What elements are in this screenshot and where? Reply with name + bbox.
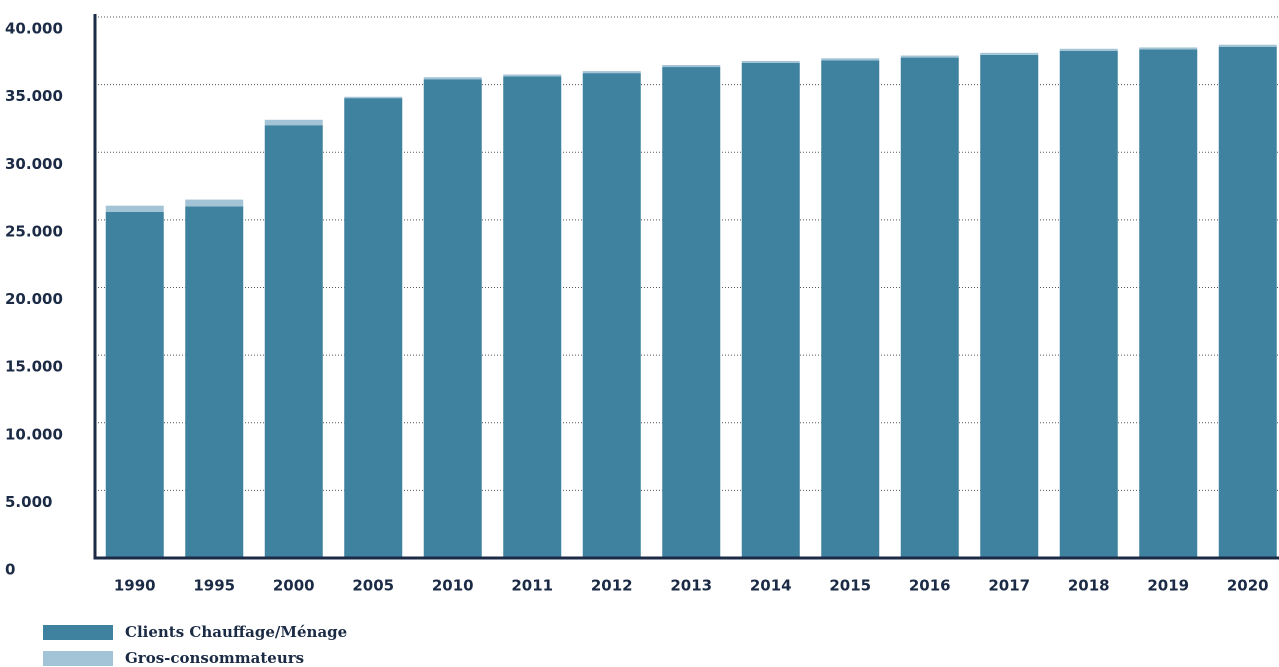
bar-segment (344, 98, 403, 559)
y-tick-label: 20.000 (5, 290, 63, 308)
bar-segment (900, 55, 959, 58)
y-tick-label: 40.000 (5, 20, 63, 38)
x-tick-label: 2020 (1227, 577, 1269, 595)
x-tick-label: 2005 (352, 577, 394, 595)
x-tick-label: 2000 (273, 577, 315, 595)
bar-segment (582, 71, 641, 74)
bar-segment (900, 57, 959, 558)
bar-segment (503, 74, 562, 77)
bar-segment (821, 60, 880, 558)
x-tick-label: 2015 (829, 577, 871, 595)
bar-segment (423, 79, 482, 558)
bar-segment (264, 125, 323, 558)
bar-segment (503, 76, 562, 558)
y-tick-label: 25.000 (5, 222, 63, 240)
bar-segment (1139, 47, 1198, 50)
bar-segment (980, 54, 1039, 559)
x-tick-label: 2016 (909, 577, 951, 595)
bar-segment (582, 73, 641, 558)
x-tick-label: 2019 (1147, 577, 1189, 595)
legend-swatch (43, 625, 113, 640)
x-tick-label: 1990 (114, 577, 156, 595)
y-tick-label: 10.000 (5, 425, 63, 443)
x-tick-label: 2010 (432, 577, 474, 595)
bar-segment (741, 60, 800, 63)
bar-segment (1218, 44, 1277, 47)
x-tick-label: 1995 (193, 577, 235, 595)
y-tick-label: 5.000 (5, 493, 52, 511)
bar-segment (105, 205, 164, 212)
bar-segment (1059, 48, 1118, 51)
y-tick-label: 30.000 (5, 155, 63, 173)
bar-segment (821, 58, 880, 61)
legend-label: Gros-consommateurs (125, 649, 304, 667)
y-tick-label: 35.000 (5, 87, 63, 105)
bar-segment (980, 52, 1039, 55)
bar-segment (741, 62, 800, 559)
legend-label: Clients Chauffage/Ménage (125, 623, 347, 641)
x-tick-label: 2018 (1068, 577, 1110, 595)
bar-segment (185, 206, 244, 558)
bar-segment (1218, 46, 1277, 558)
x-tick-label: 2014 (750, 577, 792, 595)
bar-segment (185, 199, 244, 207)
bar-segment (662, 67, 721, 558)
x-tick-label: 2012 (591, 577, 633, 595)
bar-segment (105, 211, 164, 558)
bar-segment (344, 96, 403, 99)
x-tick-label: 2017 (988, 577, 1030, 595)
bar-segment (1059, 50, 1118, 558)
bar-segment (1139, 49, 1198, 559)
bar-segment (423, 77, 482, 80)
y-tick-label: 0 (5, 561, 15, 579)
x-tick-label: 2013 (670, 577, 712, 595)
x-tick-label: 2011 (511, 577, 553, 595)
bar-segment (662, 65, 721, 68)
legend-swatch (43, 651, 113, 666)
y-tick-label: 15.000 (5, 358, 63, 376)
bar-segment (264, 119, 323, 126)
